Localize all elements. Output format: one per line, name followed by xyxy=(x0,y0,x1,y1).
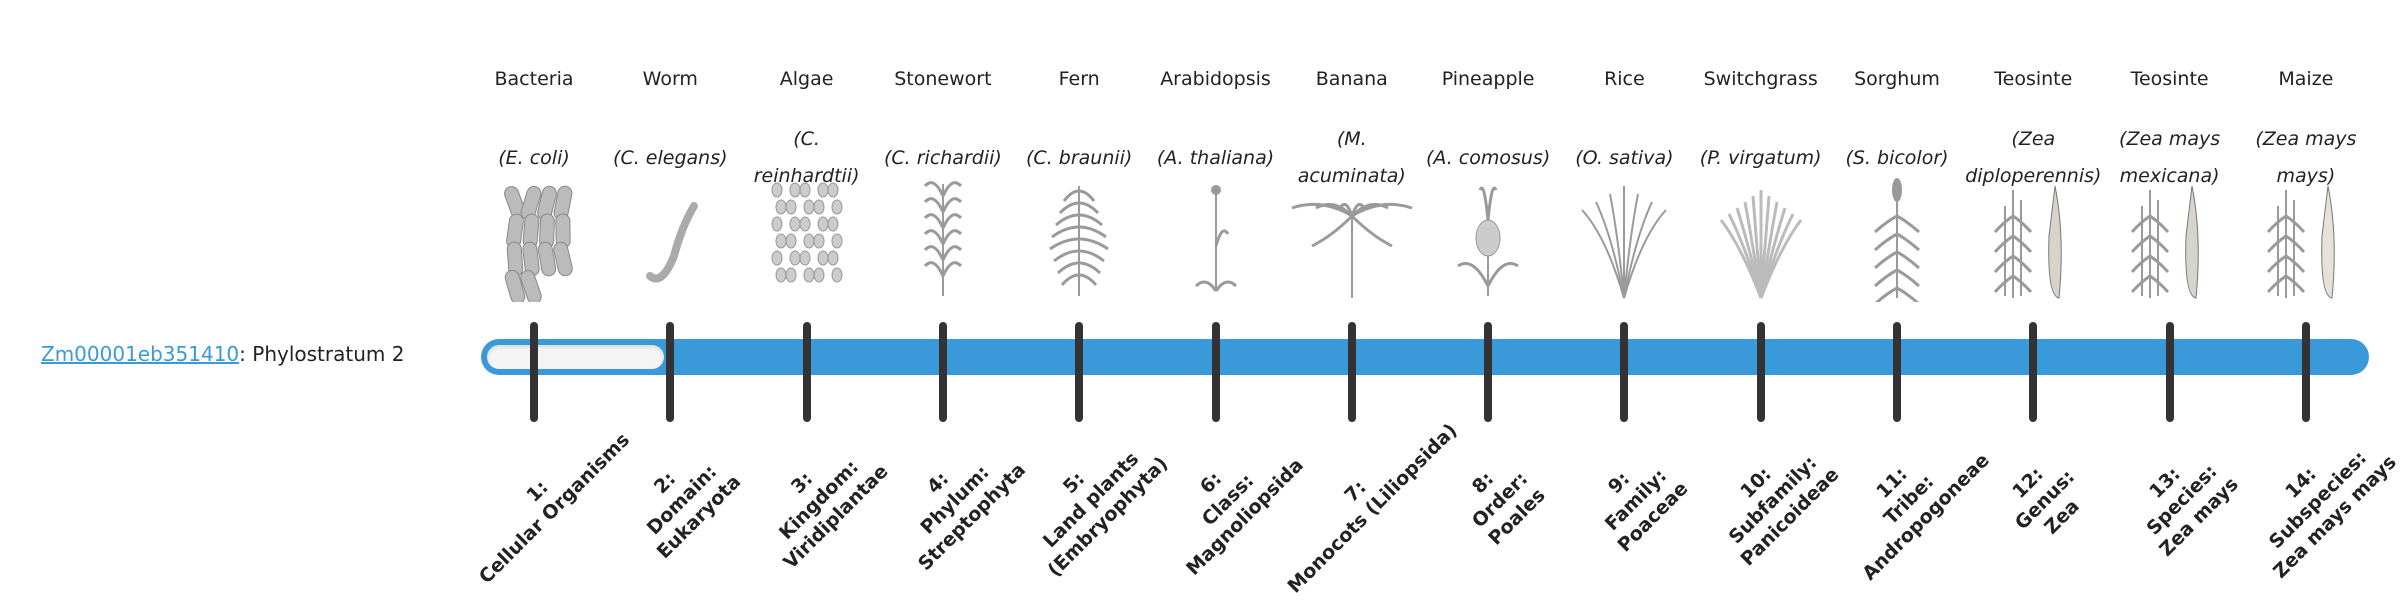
bacteria-illustration xyxy=(466,176,602,305)
scientific-name-text: (A. thaliana) xyxy=(1156,146,1275,169)
stratum-tick xyxy=(1484,322,1493,422)
pineapple-illustration xyxy=(1420,176,1556,302)
organism-scientific-name: (A. comosus) xyxy=(1420,118,1556,198)
scientific-name-text: (C. elegans) xyxy=(613,146,728,169)
phylostratum-text: Phylostratum 2 xyxy=(252,342,405,366)
stratum-tick xyxy=(666,322,675,422)
organism-common-name: Teosinte xyxy=(1994,68,2073,90)
teosinte-illustration xyxy=(1965,176,2101,302)
organism-scientific-name: (S. bicolor) xyxy=(1829,118,1965,198)
stratum-tick xyxy=(1075,322,1084,422)
scientific-name-text: (O. sativa) xyxy=(1575,146,1674,169)
rice-illustration xyxy=(1556,176,1692,302)
organism-scientific-name: (A. thaliana) xyxy=(1148,118,1284,198)
organism-common-name: Banana xyxy=(1315,68,1388,90)
stratum-tick xyxy=(2301,322,2310,422)
scientific-name-text: (C. reinhardtii) xyxy=(753,128,860,187)
organism-common-name: Stonewort xyxy=(894,68,992,90)
gene-phylostratum-label: Zm00001eb351410: Phylostratum 2 xyxy=(41,342,404,366)
scientific-name-text: (M. acuminata) xyxy=(1297,128,1406,187)
switchgrass-illustration xyxy=(1693,176,1829,302)
organism-scientific-name: (C. reinhardtii) xyxy=(739,118,875,198)
organism-scientific-name: (E. coli) xyxy=(466,118,602,198)
scientific-name-text: (S. bicolor) xyxy=(1845,146,1949,169)
stratum-tick xyxy=(1893,322,1901,422)
separator: : xyxy=(239,342,246,366)
organism-common-name: Bacteria xyxy=(494,68,574,90)
sorghum-illustration xyxy=(1829,176,1965,306)
scientific-name-text: (C. braunii) xyxy=(1026,146,1133,169)
organism-common-name: Pineapple xyxy=(1441,68,1535,90)
phylostratum-bar xyxy=(481,339,2369,375)
organism-scientific-name: (C. braunii) xyxy=(1011,118,1147,198)
organism-common-name: Worm xyxy=(642,68,698,90)
organism-common-name: Switchgrass xyxy=(1703,68,1818,90)
arabidopsis-illustration xyxy=(1148,176,1284,302)
organism-scientific-name: (O. sativa) xyxy=(1556,118,1692,198)
scientific-name-text: (Zea mays mexicana) xyxy=(2119,128,2221,187)
fern-illustration xyxy=(1011,176,1147,302)
organism-scientific-name: (Zea diploperennis) xyxy=(1965,118,2101,198)
organism-common-name: Rice xyxy=(1604,68,1645,90)
organism-scientific-name: (Zea mays mexicana) xyxy=(2102,118,2238,198)
organism-scientific-name: (C. richardii) xyxy=(875,118,1011,198)
stratum-tick xyxy=(1347,322,1356,422)
organism-common-name: Fern xyxy=(1058,68,1100,90)
maize-illustration xyxy=(2238,176,2374,302)
teosinte-mexicana-illustration xyxy=(2102,176,2238,302)
organism-common-name: Maize xyxy=(2278,68,2334,90)
stratum-tick xyxy=(2029,322,2038,422)
algae-illustration xyxy=(739,176,875,302)
stratum-tick xyxy=(2165,322,2174,422)
stratum-tick xyxy=(802,322,811,422)
organism-common-name: Arabidopsis xyxy=(1160,68,1271,90)
organism-scientific-name: (P. virgatum) xyxy=(1693,118,1829,198)
stratum-tick xyxy=(1211,322,1220,422)
stonewort-illustration xyxy=(875,176,1011,302)
scientific-name-text: (C. richardii) xyxy=(883,146,1002,169)
organism-scientific-name: (M. acuminata) xyxy=(1284,118,1420,198)
organism-scientific-name: (Zea mays mays) xyxy=(2238,118,2374,198)
scientific-name-text: (P. virgatum) xyxy=(1699,146,1822,169)
phylostratum-fill xyxy=(487,345,665,369)
organism-common-name: Sorghum xyxy=(1854,68,1940,90)
scientific-name-text: (E. coli) xyxy=(498,146,570,169)
gene-id-link[interactable]: Zm00001eb351410 xyxy=(41,342,240,366)
organism-common-name: Algae xyxy=(779,68,834,90)
organism-common-name: Teosinte xyxy=(2130,68,2209,90)
scientific-name-text: (A. comosus) xyxy=(1425,146,1551,169)
banana-illustration xyxy=(1284,176,1420,302)
stratum-tick xyxy=(1756,322,1765,422)
stratum-tick xyxy=(938,322,947,422)
worm-illustration xyxy=(602,176,738,302)
stratum-tick xyxy=(530,322,538,422)
scientific-name-text: (Zea mays mays) xyxy=(2255,128,2357,187)
scientific-name-text: (Zea diploperennis) xyxy=(1965,128,2102,187)
organism-scientific-name: (C. elegans) xyxy=(602,118,738,198)
stratum-tick xyxy=(1620,322,1629,422)
